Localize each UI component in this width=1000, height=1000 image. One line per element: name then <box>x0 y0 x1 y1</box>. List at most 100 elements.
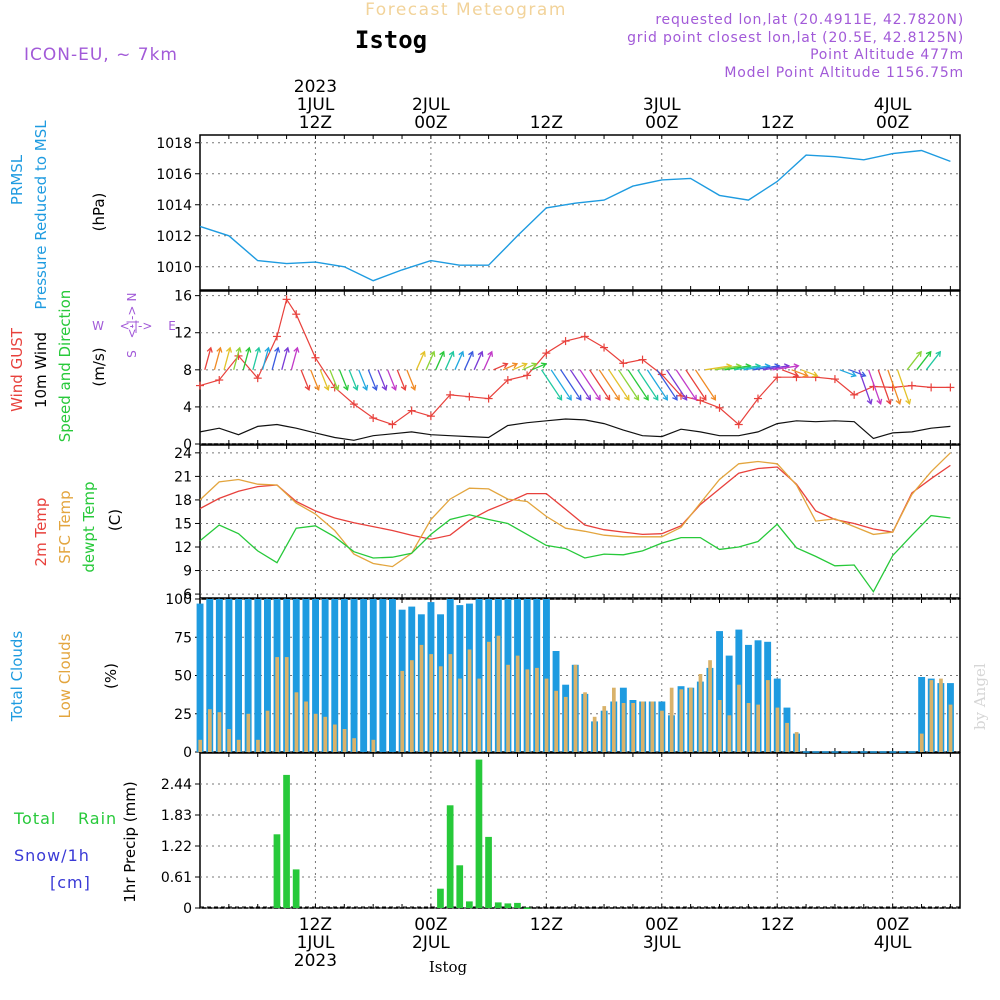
wind-direction-arrow <box>762 365 789 371</box>
bar-total-cloud <box>321 599 329 752</box>
wind-direction-arrow <box>849 369 866 377</box>
top-date-label: 2JUL <box>412 95 450 115</box>
wind-arrow-head <box>254 346 261 353</box>
wind-arrow-head <box>391 384 398 391</box>
bar-precip <box>523 907 531 909</box>
wind-direction-arrow <box>637 369 659 401</box>
wind-direction-arrow <box>724 365 751 371</box>
bar-low-cloud <box>419 644 424 752</box>
wind-direction-arrow <box>704 365 732 371</box>
bar-low-cloud <box>631 703 635 752</box>
wind-arrow-head <box>652 394 659 401</box>
y-tick-label: 12 <box>174 326 192 342</box>
bar-low-cloud <box>256 739 260 752</box>
compass-south: S <box>125 350 139 358</box>
bar-precip <box>273 834 281 908</box>
y-tick-label: 1014 <box>156 198 192 214</box>
y-tick-label: 21 <box>174 469 192 485</box>
legend-low-clouds: Low Clouds <box>56 633 74 718</box>
wind-arrow-head <box>681 394 688 401</box>
panel-3: 6 9 12 15 18 21 24 <box>174 444 961 603</box>
top-hour-label: 00Z <box>414 113 447 133</box>
wind-direction-arrow <box>560 369 582 401</box>
wind-arrow-head <box>850 371 857 378</box>
wind-direction-arrow <box>271 347 279 370</box>
bar-low-cloud <box>313 713 318 753</box>
bar-low-cloud <box>487 641 491 752</box>
wind-direction-arrow <box>319 369 329 391</box>
legend-prmsl: PRMSL <box>8 154 26 205</box>
bar-low-cloud <box>573 664 578 752</box>
y-tick-label: 100 <box>165 592 192 608</box>
wind-direction-arrow <box>781 369 799 377</box>
bar-low-cloud <box>679 689 684 752</box>
bar-low-cloud <box>227 729 231 752</box>
wind-arrow-head <box>448 350 455 357</box>
wind-direction-arrow <box>435 351 445 371</box>
wind-arrow-head <box>264 346 271 353</box>
wind-arrow-head <box>701 394 707 401</box>
bar-low-cloud <box>208 709 212 752</box>
compass-horizontal-arrow: <-|-> <box>120 319 153 333</box>
wind-direction-arrow <box>502 363 518 371</box>
y-tick-label: 25 <box>174 707 192 723</box>
legend-snow-unit: [cm] <box>50 873 91 892</box>
wind-direction-arrow <box>646 369 668 401</box>
legend-dewpt-temp: dewpt Temp <box>80 481 98 572</box>
wind-direction-arrow <box>906 351 922 371</box>
compass-east: E <box>168 319 176 333</box>
bar-total-cloud <box>725 655 733 752</box>
bottom-hour-label: 12Z <box>530 915 563 935</box>
wind-arrow-head <box>333 384 340 391</box>
top-hour-label: 00Z <box>876 113 909 133</box>
legend-10m-wind: 10m Wind <box>32 332 50 408</box>
wind-arrow-head <box>556 394 563 401</box>
wind-arrow-head <box>293 346 300 353</box>
bar-low-cloud <box>342 729 347 752</box>
wind-arrow-head <box>458 350 465 357</box>
footer-station: Istog <box>429 958 468 976</box>
bar-low-cloud <box>236 739 241 752</box>
wind-arrow-head <box>540 362 548 369</box>
bar-low-cloud <box>506 664 510 752</box>
bar-low-cloud <box>323 716 328 752</box>
watermark: by Angel <box>971 663 989 730</box>
bar-low-cloud <box>698 674 703 752</box>
bottom-hour-label: 00Z <box>645 915 678 935</box>
y-tick-label: 50 <box>174 669 192 685</box>
y-tick-label: 15 <box>174 516 192 532</box>
wind-direction-arrow <box>656 369 678 401</box>
wind-direction-arrow <box>367 369 377 391</box>
wind-direction-arrow <box>772 365 799 371</box>
bar-low-cloud <box>794 732 799 752</box>
series-line-sfc-temp <box>199 452 951 568</box>
wind-arrow-head <box>477 350 484 357</box>
panel-2: 0 4 8 12 16 <box>174 289 961 453</box>
wind-arrow-head <box>274 346 281 353</box>
wind-direction-arrow <box>233 347 241 370</box>
bottom-hour-label: 00Z <box>414 915 447 935</box>
bar-total-cloud <box>475 599 483 752</box>
y-tick-label: 1.22 <box>161 839 192 855</box>
y-tick-label: 1.83 <box>161 808 192 824</box>
y-tick-label: 1016 <box>156 167 192 183</box>
legend-wind-unit: (m/s) <box>90 347 108 386</box>
bar-low-cloud <box>544 678 549 752</box>
bar-total-cloud <box>254 599 262 752</box>
bar-low-cloud <box>275 657 279 752</box>
bar-precip <box>437 888 444 908</box>
wind-direction-arrow <box>579 369 601 401</box>
bar-low-cloud <box>217 712 222 752</box>
grid-point-coords: grid point closest lon,lat (20.5E, 42.81… <box>627 30 964 46</box>
wind-direction-arrow <box>839 369 856 377</box>
y-tick-label: 0.61 <box>161 870 192 886</box>
bar-low-cloud <box>766 680 770 752</box>
wind-arrow-head <box>793 363 800 370</box>
top-year-label: 2023 <box>294 77 337 97</box>
bar-low-cloud <box>477 678 482 752</box>
bottom-date-label: 4JUL <box>874 933 912 953</box>
bar-low-cloud <box>198 739 203 752</box>
panel-frame <box>199 290 961 445</box>
y-tick-label: 8 <box>183 363 192 379</box>
